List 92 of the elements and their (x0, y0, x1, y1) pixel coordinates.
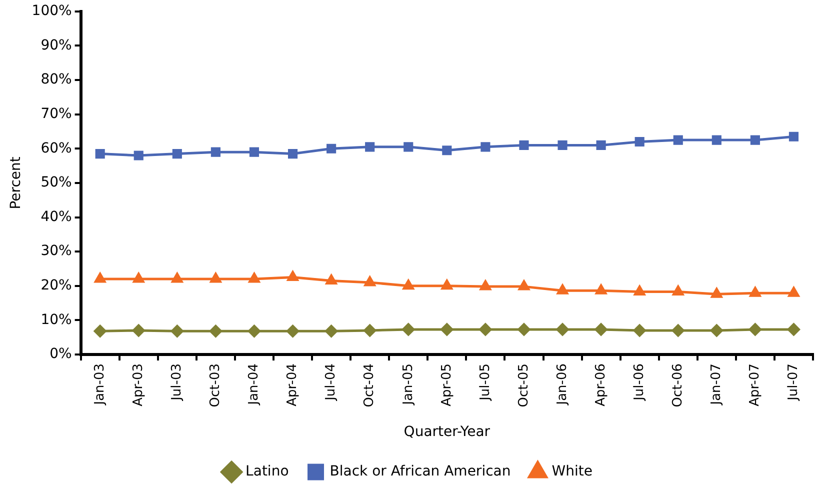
point (556, 284, 568, 294)
x-tick-label: Jan-05 (400, 363, 416, 406)
point (170, 324, 184, 338)
x-tick-label: Jul-04 (324, 363, 339, 402)
point (172, 272, 183, 283)
legend-label: Black or African American (330, 464, 511, 480)
x-tick-label: Oct-04 (362, 363, 378, 408)
point (634, 285, 646, 296)
point (480, 142, 490, 152)
point (750, 135, 760, 145)
point (711, 288, 722, 298)
point (748, 323, 762, 336)
point (209, 324, 222, 338)
point (788, 286, 800, 297)
y-axis-title: Percent (8, 156, 24, 210)
x-tick-label: Jan-03 (92, 363, 108, 406)
point (402, 280, 414, 290)
y-tick-label: 100% (32, 3, 72, 20)
x-tick-label: Apr-05 (439, 363, 454, 406)
point (172, 148, 182, 159)
x-tick-label: Apr-03 (131, 363, 146, 406)
point (787, 323, 800, 336)
point (672, 324, 684, 337)
x-axis-title: Quarter-Year (404, 424, 490, 440)
point (133, 272, 144, 283)
x-tick-label: Apr-06 (593, 363, 608, 406)
legend-label: Latino (246, 464, 289, 480)
x-tick-label: Jan-07 (709, 363, 724, 406)
point (788, 132, 799, 142)
point (519, 140, 529, 150)
point (94, 272, 106, 283)
point (710, 324, 723, 337)
point (634, 136, 644, 147)
y-tick-label: 60% (40, 140, 72, 156)
point (750, 286, 761, 297)
point (132, 324, 145, 337)
y-tick-label: 20% (40, 278, 72, 294)
x-tick-label: Jul-06 (632, 363, 647, 402)
point (365, 142, 375, 152)
point (404, 142, 414, 152)
point (134, 150, 144, 160)
x-tick-label: Oct-06 (670, 363, 686, 408)
point (480, 280, 492, 290)
point (440, 323, 454, 336)
point (210, 272, 222, 283)
point (94, 324, 106, 338)
y-tick-label: 10% (40, 312, 72, 328)
x-tick-label: Apr-04 (285, 363, 300, 406)
point (673, 135, 683, 145)
x-tick-label: Jul-07 (786, 363, 802, 402)
y-tick-label: 40% (40, 208, 72, 225)
x-tick-label: Oct-03 (208, 363, 224, 408)
point (288, 148, 298, 159)
x-tick-label: Jul-05 (478, 363, 493, 402)
point (596, 140, 606, 150)
point (364, 324, 376, 337)
point (287, 271, 298, 282)
y-tick-label: 90% (40, 37, 72, 54)
point (518, 323, 530, 336)
x-tick-label: Jul-03 (170, 363, 185, 402)
x-tick-label: Jan-06 (554, 363, 570, 406)
y-tick-label: 70% (40, 106, 72, 122)
point (402, 323, 415, 336)
point (249, 147, 260, 157)
point (556, 323, 569, 336)
point (518, 280, 530, 290)
point (95, 148, 105, 159)
legend-label: White (552, 464, 592, 480)
point (633, 324, 646, 337)
x-tick-label: Apr-07 (748, 363, 763, 406)
y-tick-label: 80% (40, 72, 72, 88)
point (286, 324, 300, 338)
y-tick-label: 50% (40, 174, 72, 191)
point (558, 140, 568, 150)
point (594, 323, 608, 336)
point (326, 144, 336, 154)
y-tick-label: 30% (40, 243, 72, 260)
point (325, 324, 338, 338)
point (672, 285, 684, 296)
point (479, 323, 492, 336)
x-tick-label: Jan-04 (246, 363, 262, 406)
point (364, 276, 376, 286)
point (595, 284, 607, 294)
y-tick-label: 0% (50, 346, 72, 362)
point (712, 135, 722, 145)
point (210, 147, 220, 157)
point (442, 146, 452, 156)
point (248, 272, 260, 283)
point (326, 274, 337, 284)
x-tick-label: Oct-05 (516, 363, 532, 408)
point (441, 280, 452, 290)
point (248, 324, 260, 338)
